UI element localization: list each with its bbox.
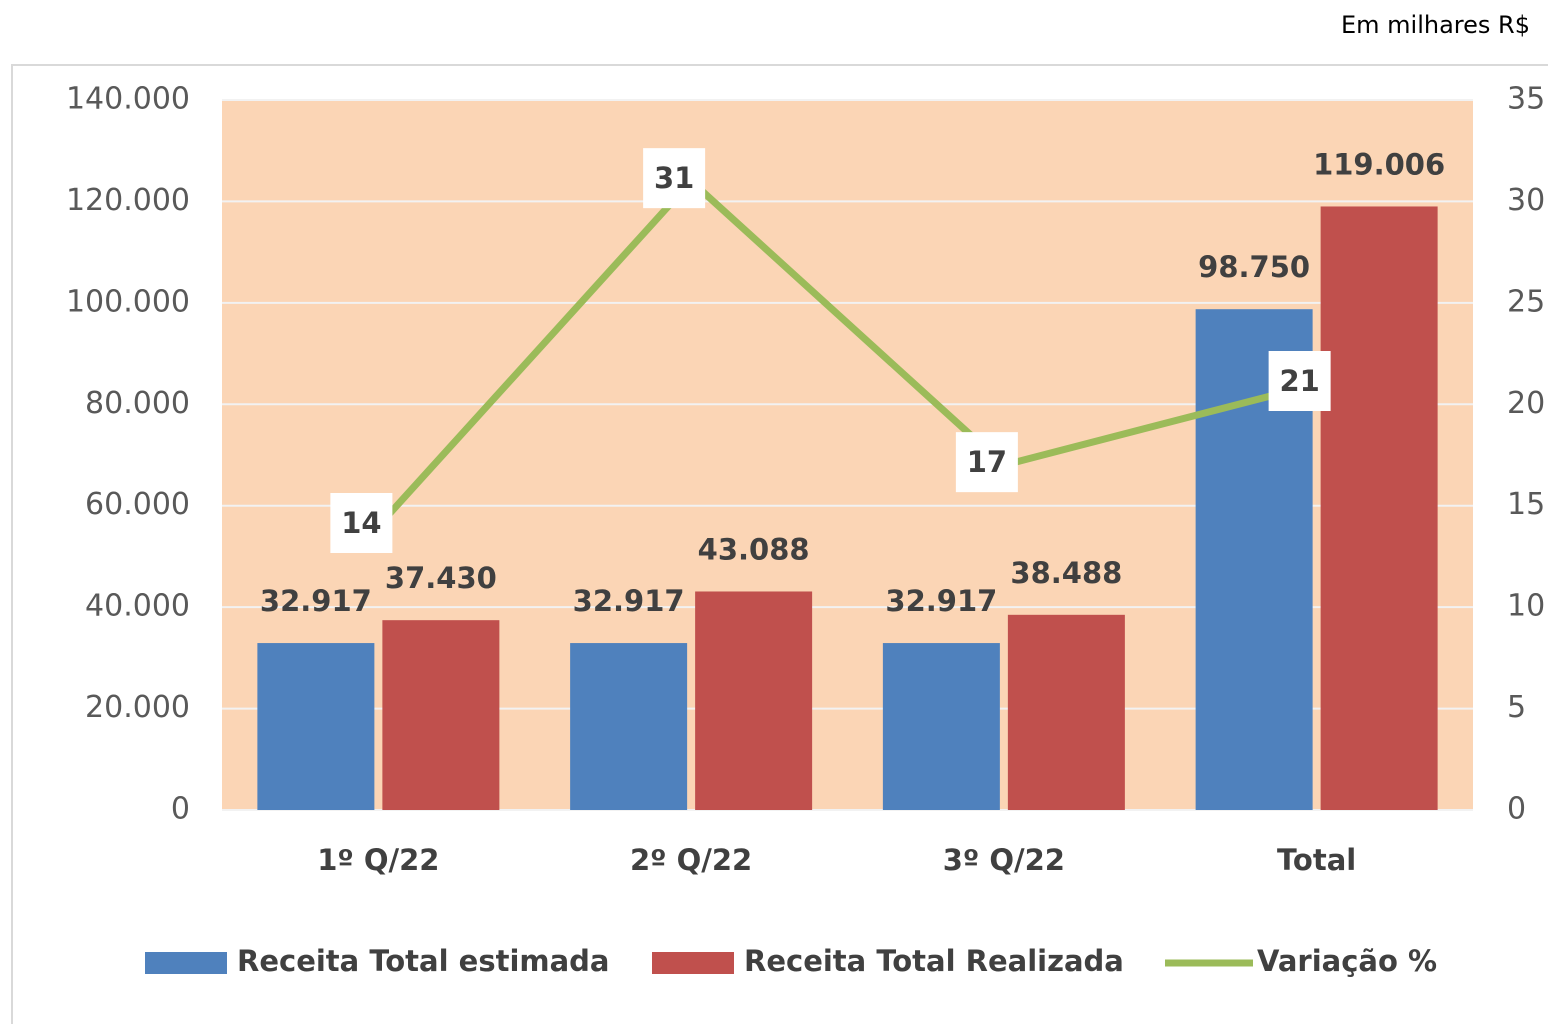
data-label-box — [330, 493, 393, 553]
legend-label: Variação % — [1257, 944, 1437, 978]
data-label: 38.488 — [1010, 556, 1122, 590]
y-tick-label: 140.000 — [66, 82, 190, 117]
data-label: 37.430 — [385, 561, 497, 595]
data-label: 14 — [341, 506, 381, 540]
bar — [382, 620, 500, 810]
y-tick-label: 100.000 — [66, 284, 190, 319]
data-label: 98.750 — [1198, 250, 1310, 284]
y2-tick-label: 0 — [1507, 792, 1526, 827]
x-tick-label: 1º Q/22 — [317, 843, 439, 877]
bar — [695, 591, 813, 810]
y-tick-label: 120.000 — [66, 183, 190, 218]
data-label: 119.006 — [1313, 147, 1445, 181]
y-tick-label: 80.000 — [85, 386, 190, 421]
data-label: 21 — [1279, 364, 1319, 398]
bar — [1320, 206, 1438, 810]
legend-swatch — [652, 952, 734, 974]
bar — [1007, 614, 1125, 810]
x-tick-label: Total — [1277, 843, 1356, 877]
data-label-box — [1268, 351, 1331, 411]
data-label: 43.088 — [698, 532, 810, 566]
data-label: 32.917 — [885, 584, 997, 618]
legend-swatch — [145, 952, 227, 974]
data-label-box — [643, 148, 706, 209]
bar — [257, 643, 375, 810]
legend-label: Receita Total estimada — [237, 944, 610, 978]
y-tick-label: 60.000 — [85, 487, 190, 522]
data-label: 17 — [967, 445, 1007, 479]
y2-tick-label: 25 — [1507, 284, 1545, 319]
y-tick-label: 40.000 — [85, 589, 190, 624]
data-label: 32.917 — [573, 584, 685, 618]
bar — [882, 643, 1000, 810]
y2-tick-label: 10 — [1507, 589, 1545, 624]
x-tick-label: 3º Q/22 — [943, 843, 1065, 877]
data-label: 31 — [654, 161, 694, 195]
data-label: 32.917 — [260, 584, 372, 618]
x-tick-label: 2º Q/22 — [630, 843, 752, 877]
y2-tick-label: 5 — [1507, 690, 1526, 725]
y-tick-label: 0 — [171, 792, 190, 827]
bar — [570, 643, 688, 810]
annotation: Em milhares R$ — [1341, 11, 1530, 39]
y2-tick-label: 20 — [1507, 386, 1545, 421]
y2-tick-label: 35 — [1507, 82, 1545, 117]
line-series — [375, 177, 1318, 529]
y-tick-label: 20.000 — [85, 690, 190, 725]
y2-tick-label: 15 — [1507, 487, 1545, 522]
y2-tick-label: 30 — [1507, 183, 1545, 218]
data-label-box — [955, 432, 1018, 493]
legend-label: Receita Total Realizada — [744, 944, 1124, 978]
